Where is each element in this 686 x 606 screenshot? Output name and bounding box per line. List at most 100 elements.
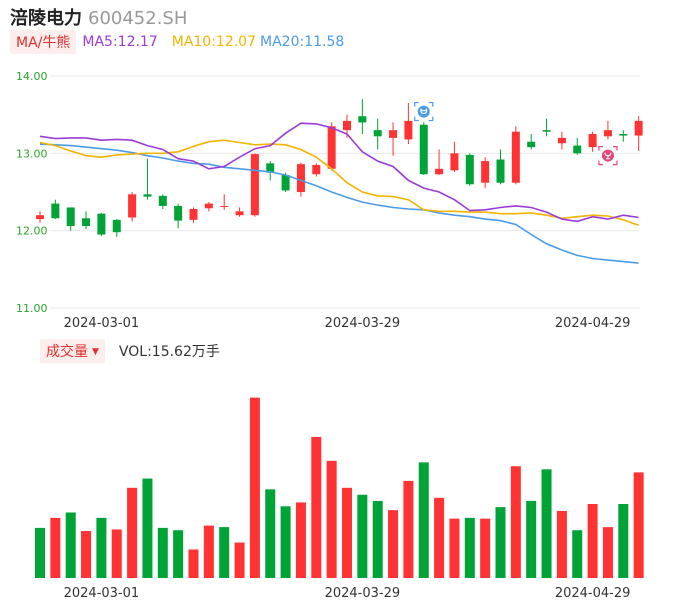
ma5-line (39, 122, 639, 223)
x-tick-label: 2024-03-01 (64, 316, 140, 331)
candle (281, 174, 290, 191)
volume-bar (357, 494, 368, 578)
candle (389, 130, 398, 138)
volume-value: VOL:15.62万手 (118, 344, 220, 360)
volume-bar (556, 510, 567, 578)
volume-bar (142, 478, 153, 578)
stock-title: 涪陵电力 600452.SH (10, 4, 187, 30)
volume-bar (434, 497, 445, 578)
candle (542, 130, 551, 132)
candle (435, 168, 444, 175)
volume-bar (203, 525, 214, 578)
bear-icon[interactable] (414, 101, 434, 122)
volume-x-tick-label: 2024-04-29 (555, 586, 631, 601)
ma20-legend: MA20:11.58 (260, 34, 345, 50)
candle (158, 195, 167, 206)
volume-bar (96, 517, 107, 578)
stock-name: 涪陵电力 (10, 8, 82, 29)
volume-x-tick-label: 2024-03-01 (64, 586, 140, 601)
candle (97, 213, 106, 235)
candle (112, 219, 121, 233)
x-tick-label: 2024-03-29 (325, 316, 401, 331)
candle (235, 211, 244, 216)
bull-icon-glyph (604, 152, 612, 160)
volume-bar (65, 512, 76, 578)
bear-icon-frame (414, 101, 434, 122)
volume-bar (311, 436, 322, 578)
candle (373, 130, 382, 137)
candle (82, 218, 91, 227)
caret-down-icon: ▼ (92, 347, 99, 357)
volume-bar (219, 527, 230, 578)
volume-bar (495, 507, 506, 578)
volume-bar (280, 506, 291, 578)
candle (511, 131, 520, 183)
volume-bar (618, 504, 629, 578)
volume-bar (418, 462, 429, 578)
volume-bar (234, 542, 245, 578)
candle (66, 207, 75, 227)
volume-bar (602, 527, 613, 578)
volume-bar (526, 500, 537, 578)
candle (51, 203, 60, 219)
candle (634, 120, 643, 136)
candle (603, 130, 612, 137)
candle (527, 141, 536, 148)
volume-bar (326, 460, 337, 578)
candle (573, 145, 582, 154)
candle (358, 116, 367, 123)
candle (496, 159, 505, 183)
candle (343, 120, 351, 131)
bear-icon-glyph (420, 108, 428, 115)
candle (450, 153, 459, 171)
candle (557, 137, 566, 144)
volume-bar (249, 397, 260, 578)
volume-selector-button[interactable]: 成交量 ▼ (40, 339, 105, 363)
volume-bar (188, 549, 199, 578)
candle (189, 209, 198, 220)
y-tick-label: 12.00 (16, 225, 48, 238)
y-tick-label: 14.00 (16, 70, 48, 83)
candle (204, 203, 213, 209)
ma-legend: MA/牛熊 MA5:12.17 MA10:12.07 MA20:11.58 (10, 30, 344, 54)
volume-bar (510, 466, 521, 578)
candle (588, 134, 597, 148)
volume-bar (295, 502, 306, 578)
volume-bar (388, 510, 399, 578)
volume-legend: 成交量 ▼ VOL:15.62万手 (40, 339, 220, 363)
candle (250, 154, 259, 216)
volume-bar (342, 487, 352, 578)
candle (404, 120, 413, 140)
volume-bar (633, 472, 644, 578)
candle (312, 164, 321, 175)
candle (619, 134, 628, 136)
y-tick-label: 13.00 (16, 147, 48, 160)
y-tick-label: 11.00 (16, 302, 48, 315)
ma5-legend: MA5:12.17 (82, 34, 158, 50)
candle (419, 124, 428, 175)
volume-bar (111, 529, 122, 578)
ma10-legend: MA10:12.07 (171, 34, 257, 50)
volume-bar (157, 527, 168, 578)
candle (36, 215, 44, 220)
candle (220, 205, 229, 207)
ma-selector-button[interactable]: MA/牛熊 (10, 30, 77, 54)
volume-bar (372, 500, 383, 578)
volume-bar (35, 527, 45, 578)
ma10-line (39, 139, 639, 227)
candle (143, 194, 152, 197)
candle (128, 194, 137, 218)
x-tick-label: 2024-04-29 (555, 316, 631, 331)
volume-bar (265, 489, 276, 578)
candle (296, 164, 305, 192)
volume-bar (449, 518, 460, 578)
candle (174, 205, 183, 221)
bull-icon[interactable] (598, 146, 618, 166)
volume-bar (173, 530, 184, 578)
bear-icon-badge (417, 105, 430, 118)
volume-bar (50, 517, 61, 578)
volume-bar (572, 530, 583, 578)
bull-icon-frame (598, 146, 618, 166)
volume-selector-label: 成交量 (46, 344, 88, 360)
